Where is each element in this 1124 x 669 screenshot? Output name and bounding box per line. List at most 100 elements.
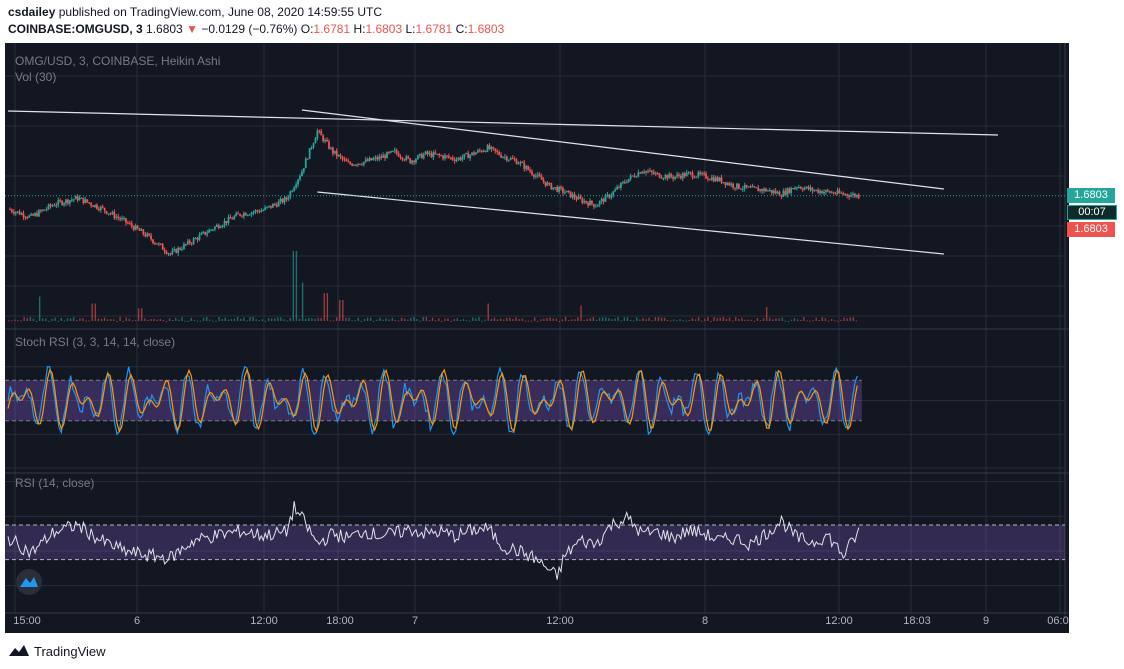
candle-body	[76, 196, 79, 201]
tradingview-logo-icon	[9, 645, 29, 656]
candle-body	[734, 187, 736, 189]
volume-bar	[419, 320, 421, 322]
candle-body	[463, 153, 466, 158]
candle-body	[749, 186, 752, 188]
candle-body	[109, 213, 112, 215]
candle-body	[299, 176, 301, 180]
volume-bar	[131, 320, 134, 322]
publisher-name[interactable]: csdailey	[8, 5, 56, 19]
candle-body	[360, 164, 363, 166]
volume-bar	[137, 308, 140, 321]
candle-body	[683, 173, 686, 177]
trendlines[interactable]	[7, 109, 999, 255]
candle-body	[836, 190, 839, 194]
candle-body	[318, 130, 321, 132]
candle-body	[349, 162, 352, 164]
volume-bar	[212, 320, 214, 322]
candle-body	[732, 183, 734, 188]
candle-body	[411, 160, 414, 164]
candle-body	[652, 172, 655, 174]
candle-body	[589, 200, 591, 206]
candle-body	[770, 189, 773, 193]
candle-body	[544, 181, 547, 186]
candle-body	[602, 199, 605, 202]
candle-body	[84, 199, 87, 204]
volume-bar	[688, 319, 691, 321]
volume-bar	[32, 318, 35, 321]
candle-body	[703, 173, 705, 175]
volume-bar	[91, 303, 93, 321]
candle-body	[186, 240, 189, 245]
chart-canvas[interactable]: 1.80001.75001.70001.65001.62001.59001.56…	[5, 43, 1115, 633]
candle-body	[844, 194, 847, 196]
candle-body	[343, 159, 346, 161]
candle-body	[279, 198, 282, 202]
volume-bar	[481, 320, 483, 322]
candle-body	[826, 190, 829, 192]
volume-bar	[428, 320, 431, 322]
candle-body	[478, 150, 481, 152]
volume-bar	[821, 317, 824, 321]
candle-body	[490, 147, 493, 150]
candle-body	[461, 157, 464, 160]
volume-bar	[605, 317, 607, 321]
candle-body	[737, 183, 740, 189]
volume-bar	[184, 320, 186, 322]
candle-body	[123, 218, 125, 220]
candle-body	[852, 193, 854, 196]
brand-name[interactable]: TradingView	[34, 644, 106, 659]
volume-bar	[416, 318, 418, 321]
time-tick-label: 12:00	[250, 615, 278, 627]
candle-body	[229, 217, 232, 219]
candle-body	[345, 159, 348, 162]
volume-bar	[60, 317, 62, 321]
volume-bar	[818, 320, 820, 322]
time-axis[interactable]: 15:00 6 12:00 18:00 7 12:00 8 12:00 18:03 9 06:0	[13, 615, 1068, 627]
volume-bar	[190, 317, 192, 321]
volume-bar	[546, 317, 548, 321]
candle-body	[208, 229, 210, 233]
volume-bar	[496, 319, 499, 321]
candle-body	[558, 186, 560, 192]
candle-body	[90, 203, 93, 206]
volume-bar	[679, 319, 681, 321]
candle-body	[136, 225, 139, 229]
candle-body	[500, 154, 502, 158]
volume-bar	[849, 317, 851, 321]
volume-bar	[193, 319, 196, 321]
candle-body	[840, 192, 843, 194]
candle-body	[210, 229, 212, 231]
candle-body	[496, 150, 499, 152]
volume-bar	[682, 320, 684, 322]
volume-bar	[270, 318, 273, 321]
candle-body	[355, 164, 357, 166]
volume-bar	[499, 318, 502, 321]
candle-body	[643, 171, 646, 173]
candle-body	[289, 191, 292, 198]
candle-body	[405, 156, 408, 160]
last-price: 1.6803	[146, 22, 183, 36]
chart-area[interactable]: 1.80001.75001.70001.65001.62001.59001.56…	[5, 43, 1117, 633]
candle-body	[368, 158, 371, 161]
volume-bar	[527, 320, 530, 322]
volume-bar	[202, 317, 205, 321]
volume-bar	[76, 320, 78, 322]
candle-body	[239, 213, 241, 216]
candle-body	[417, 155, 419, 160]
volume-bar	[540, 319, 542, 321]
candle-body	[268, 205, 270, 207]
candle-body	[190, 243, 193, 245]
volume-bar	[750, 319, 752, 321]
volume-bar	[521, 318, 523, 321]
candle-body	[565, 190, 568, 193]
volume-bar	[663, 317, 666, 321]
candle-body	[256, 210, 259, 212]
candle-body	[666, 175, 669, 179]
candle-body	[581, 198, 584, 203]
volume-bar	[657, 317, 660, 321]
candle-body	[237, 213, 239, 215]
volume-bar	[354, 320, 356, 322]
volume-bar	[422, 317, 424, 321]
candle-body	[312, 143, 315, 148]
volume-bar	[199, 320, 202, 322]
